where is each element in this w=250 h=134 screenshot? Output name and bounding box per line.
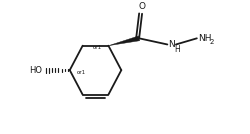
Text: H: H	[175, 45, 180, 54]
Text: or1: or1	[76, 70, 86, 75]
Text: N: N	[168, 40, 175, 49]
Text: NH: NH	[198, 34, 211, 43]
Polygon shape	[108, 36, 140, 46]
Text: or1: or1	[92, 45, 102, 50]
Text: HO: HO	[29, 66, 42, 75]
Text: O: O	[138, 2, 145, 11]
Text: 2: 2	[210, 39, 214, 45]
